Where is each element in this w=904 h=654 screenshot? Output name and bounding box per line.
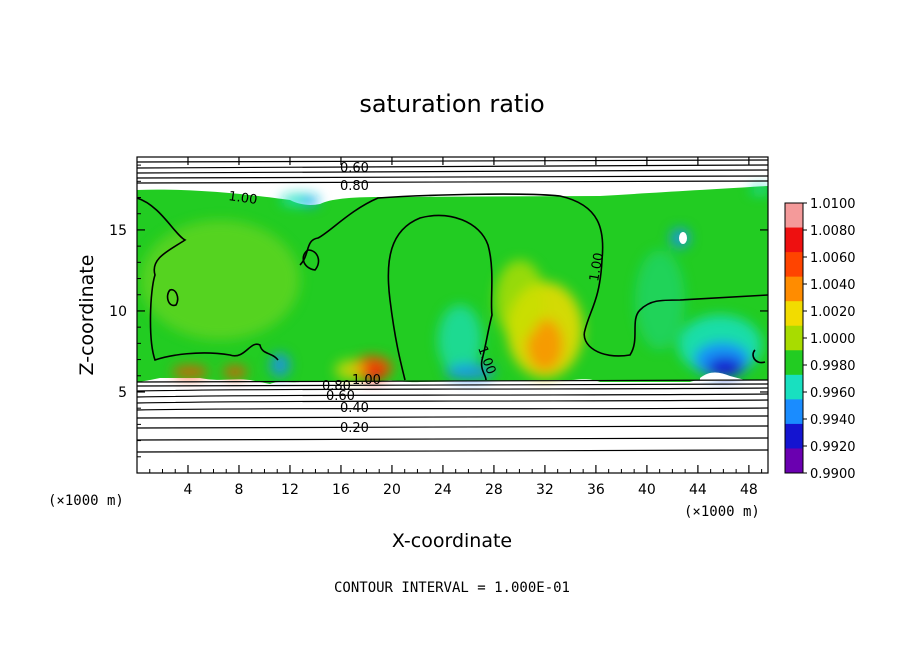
x-axis-ticks: 4 8 12 16 20 24 28 32 36 40 44 48	[149, 157, 763, 498]
colorbar-swatch	[785, 276, 803, 302]
x-tick-label: 44	[689, 482, 707, 498]
colorbar-swatch	[785, 374, 803, 400]
colorbar-swatch	[785, 448, 803, 474]
colorbar-label: 0.9980	[810, 359, 856, 374]
plot-frame	[136, 156, 769, 474]
colorbar-swatch	[785, 423, 803, 449]
chart-title: saturation ratio	[359, 90, 544, 118]
contour-interval-note: CONTOUR INTERVAL = 1.000E-01	[334, 580, 570, 596]
colorbar-swatch	[785, 301, 803, 327]
dry-pocket	[679, 232, 687, 244]
contour-lines-upper	[137, 159, 768, 184]
colorbar-label: 0.9960	[810, 386, 856, 401]
colorbar-label: 1.0100	[810, 197, 856, 212]
y-tick-label: 10	[109, 304, 127, 320]
contour-1-00	[137, 193, 768, 381]
x-unit-left: (×1000 m)	[48, 493, 124, 509]
colorbar-label: 1.0020	[810, 305, 856, 320]
x-tick-label: 32	[536, 482, 554, 498]
contour-label-020: 0.20	[340, 421, 369, 436]
x-tick-label: 48	[740, 482, 758, 498]
colorbar-label: 0.9940	[810, 413, 856, 428]
colorbar-label: 0.9900	[810, 467, 856, 482]
colorbar-swatch	[785, 350, 803, 376]
colorbar-swatch	[785, 399, 803, 425]
x-tick-label: 24	[434, 482, 452, 498]
x-tick-label: 28	[485, 482, 503, 498]
contour-label-100-right: 1.00	[587, 252, 607, 283]
contour-label-100-top: 1.00	[227, 189, 258, 208]
contour-label-100-low: 1.00	[352, 373, 381, 388]
contour-label-040: 0.40	[340, 401, 369, 416]
contour-label-080-low: 0.80	[322, 379, 351, 394]
x-tick-label: 20	[383, 482, 401, 498]
colorbar-swatch	[785, 252, 803, 278]
colorbar-swatch	[785, 203, 803, 229]
colorbar: 1.0100 1.0080 1.0060 1.0040 1.0020 1.0000 0.99…	[784, 197, 856, 482]
y-tick-label: 15	[109, 223, 127, 239]
colorbar-label: 0.9920	[810, 440, 856, 455]
colorbar-label: 1.0080	[810, 224, 856, 239]
y-axis-ticks: 5 10 15	[109, 164, 768, 458]
colorbar-label: 1.0000	[810, 332, 856, 347]
x-tick-label: 40	[638, 482, 656, 498]
contour-lines-lower	[137, 379, 768, 453]
humid-layer	[137, 186, 768, 384]
y-axis-label: Z-coordinate	[76, 255, 98, 376]
colorbar-swatch	[785, 227, 803, 253]
x-tick-label: 12	[281, 482, 299, 498]
contour-label-060-top: 0.60	[340, 161, 369, 176]
x-tick-label: 16	[332, 482, 350, 498]
contour-label-060-low: 0.60	[326, 389, 355, 404]
colorbar-label: 1.0040	[810, 278, 856, 293]
x-tick-label: 8	[235, 482, 244, 498]
colorbar-swatch	[785, 325, 803, 351]
x-tick-label: 36	[587, 482, 605, 498]
contour-label-080-top: 0.80	[340, 179, 369, 194]
x-axis-label: X-coordinate	[392, 530, 512, 552]
y-tick-label: 5	[118, 385, 127, 401]
plot-field: 0.60 0.80 1.00 1.00 1.00 1.00 0.80 0.60 …	[137, 157, 768, 473]
x-unit-right: (×1000 m)	[684, 504, 760, 520]
colorbar-label: 1.0060	[810, 251, 856, 266]
x-tick-label: 4	[184, 482, 193, 498]
